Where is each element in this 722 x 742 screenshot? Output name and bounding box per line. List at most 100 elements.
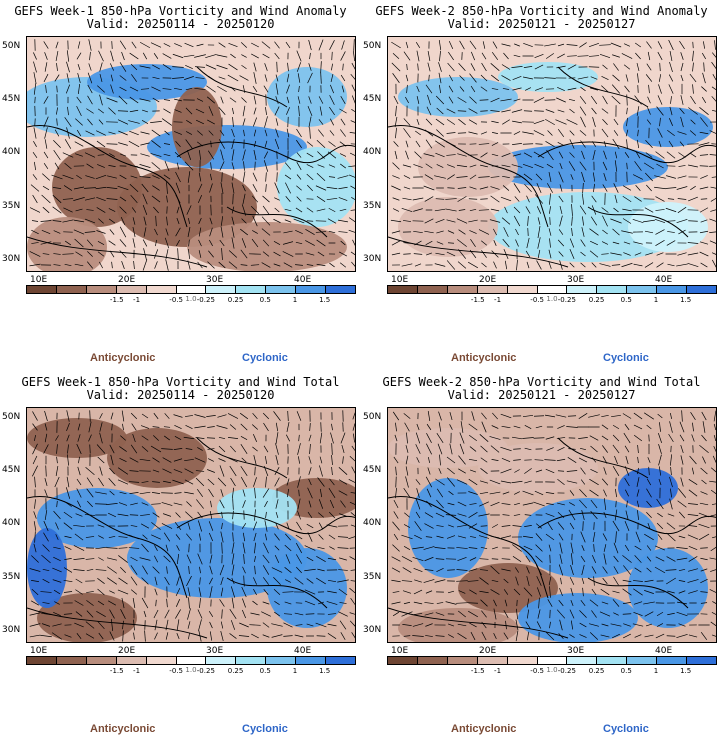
colorbar-label: 0.5 <box>259 296 271 304</box>
colorbar-swatch <box>27 657 57 664</box>
latitude-tick-label: 30N <box>363 625 382 635</box>
colorbar-center-label: 1.0 <box>546 666 558 674</box>
longitude-tick-label: 40E <box>294 275 312 285</box>
panel-valid-dates: Valid: 20250121 - 20250127 <box>447 17 636 31</box>
panel-week2-total: GEFS Week-2 850-hPa Vorticity and Wind T… <box>361 371 722 742</box>
colorbar-label: -0.5 <box>530 667 544 675</box>
latitude-tick-label: 40N <box>363 518 382 528</box>
colorbar-swatch <box>657 286 688 293</box>
colorbar-label: -0.5 <box>169 296 183 304</box>
colorbar-swatch <box>657 657 688 664</box>
colorbar-swatch <box>176 286 207 293</box>
panel-week1-anomaly: GEFS Week-1 850-hPa Vorticity and Wind A… <box>0 0 361 371</box>
colorbar-swatch <box>687 286 716 293</box>
latitude-tick-label: 40N <box>363 147 382 157</box>
colorbar-label: -0.25 <box>557 296 576 304</box>
panel-title: GEFS Week-2 850-hPa Vorticity and Wind T… <box>382 375 701 389</box>
colorbar-swatch <box>56 657 87 664</box>
panel-title: GEFS Week-1 850-hPa Vorticity and Wind A… <box>14 4 347 18</box>
legend-anticyclonic: Anticyclonic <box>90 723 156 735</box>
colorbar-swatch <box>507 657 538 664</box>
colorbar-swatch <box>537 657 568 664</box>
longitude-tick-label: 20E <box>479 275 497 285</box>
colorbar-swatch <box>567 286 598 293</box>
longitude-tick-label: 40E <box>294 646 312 656</box>
colorbar-label: 0.25 <box>588 667 605 675</box>
panel-title: GEFS Week-2 850-hPa Vorticity and Wind A… <box>375 4 708 18</box>
longitude-tick-label: 30E <box>567 646 585 656</box>
colorbar-swatch <box>86 286 117 293</box>
colorbar-swatch <box>296 286 327 293</box>
longitude-tick-label: 20E <box>479 646 497 656</box>
colorbar-label: -1 <box>133 296 141 304</box>
colorbar-swatch <box>176 657 207 664</box>
longitude-tick-label: 10E <box>391 275 409 285</box>
latitude-tick-label: 40N <box>2 147 21 157</box>
longitude-tick-label: 40E <box>655 275 673 285</box>
latitude-tick-label: 50N <box>363 41 382 51</box>
colorbar-label: -1 <box>494 667 502 675</box>
colorbar-label: -1.5 <box>470 667 485 675</box>
colorbar-swatch <box>597 286 628 293</box>
colorbar-swatch <box>146 657 177 664</box>
latitude-tick-label: 35N <box>2 572 21 582</box>
colorbar-label: -1.5 <box>109 296 124 304</box>
longitude-tick-label: 30E <box>206 646 224 656</box>
colorbar-swatch <box>326 286 355 293</box>
colorbar-label: 0.5 <box>259 667 271 675</box>
colorbar-label: 1 <box>292 667 298 675</box>
colorbar-label: 1.5 <box>319 667 331 675</box>
longitude-tick-label: 20E <box>118 646 136 656</box>
legend-cyclonic: Cyclonic <box>242 352 288 364</box>
colorbar-center-label: 1.0 <box>185 295 197 303</box>
panel-title: GEFS Week-1 850-hPa Vorticity and Wind T… <box>21 375 340 389</box>
panel-week2-anomaly: GEFS Week-2 850-hPa Vorticity and Wind A… <box>361 0 722 371</box>
colorbar-swatch <box>627 657 658 664</box>
latitude-tick-label: 45N <box>363 465 382 475</box>
panel-valid-dates: Valid: 20250114 - 20250120 <box>86 388 275 402</box>
colorbar-swatch <box>236 286 267 293</box>
colorbar-label: -1 <box>494 296 502 304</box>
colorbar-swatch <box>86 657 117 664</box>
colorbar-label: 1 <box>653 296 659 304</box>
colorbar-swatch <box>266 286 297 293</box>
colorbar-swatch <box>27 286 57 293</box>
colorbar-label: 0.5 <box>620 667 632 675</box>
colorbar <box>387 285 717 294</box>
colorbar-swatch <box>206 286 237 293</box>
longitude-tick-label: 40E <box>655 646 673 656</box>
colorbar-center-label: 1.0 <box>546 295 558 303</box>
colorbar-label: 1.5 <box>680 667 692 675</box>
colorbar-swatch <box>417 657 448 664</box>
colorbar-label: 1 <box>653 667 659 675</box>
latitude-tick-label: 30N <box>2 625 21 635</box>
colorbar-label: -1.5 <box>470 296 485 304</box>
colorbar-label: 1 <box>292 296 298 304</box>
vorticity-map <box>387 407 717 643</box>
colorbar-label: 1.5 <box>680 296 692 304</box>
legend-cyclonic: Cyclonic <box>603 723 649 735</box>
colorbar-swatch <box>206 657 237 664</box>
colorbar-label: -0.25 <box>196 296 215 304</box>
longitude-tick-label: 30E <box>567 275 585 285</box>
latitude-tick-label: 35N <box>363 201 382 211</box>
legend-anticyclonic: Anticyclonic <box>90 352 156 364</box>
colorbar-swatch <box>56 286 87 293</box>
colorbar-swatch <box>326 657 355 664</box>
colorbar-label: -0.5 <box>530 296 544 304</box>
latitude-tick-label: 40N <box>2 518 21 528</box>
colorbar-swatch <box>507 286 538 293</box>
latitude-tick-label: 45N <box>363 94 382 104</box>
latitude-tick-label: 30N <box>2 254 21 264</box>
colorbar-label: 1.5 <box>319 296 331 304</box>
colorbar <box>387 656 717 665</box>
latitude-tick-label: 45N <box>2 94 21 104</box>
colorbar-swatch <box>567 657 598 664</box>
longitude-tick-label: 30E <box>206 275 224 285</box>
latitude-tick-label: 50N <box>2 41 21 51</box>
colorbar-label: -1.5 <box>109 667 124 675</box>
legend-cyclonic: Cyclonic <box>603 352 649 364</box>
legend-anticyclonic: Anticyclonic <box>451 723 517 735</box>
colorbar <box>26 285 356 294</box>
panel-valid-dates: Valid: 20250114 - 20250120 <box>86 17 275 31</box>
